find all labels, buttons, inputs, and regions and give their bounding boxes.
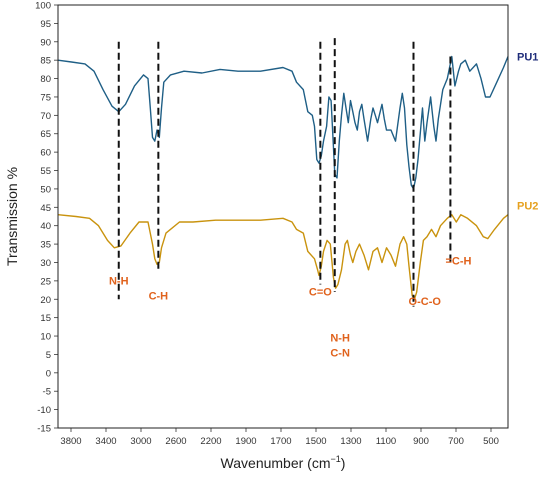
annotation-group: N-H C-H C=O N-H C-N O-C-O =C-H — [109, 38, 472, 360]
y-axis-label: Transmission % — [4, 167, 20, 266]
y-tick-label: 15 — [40, 313, 51, 324]
y-tick-label: 35 — [40, 240, 51, 251]
y-tick-label: 30 — [40, 258, 51, 269]
band-annotation: O-C-O — [409, 296, 442, 308]
series-label-pu2: PU2 — [517, 200, 538, 212]
y-tick-label: 95 — [40, 19, 51, 30]
x-tick-label: 2200 — [200, 436, 221, 447]
y-tick-label: 55 — [40, 166, 51, 177]
series-line-pu1 — [57, 55, 509, 190]
y-tick-label: 60 — [40, 148, 51, 159]
band-annotation: C-N — [330, 348, 350, 360]
x-axis-label-main: Wavenumber (cm — [221, 455, 331, 471]
y-tick-label: 0 — [46, 368, 51, 379]
y-tick-label: 40 — [40, 221, 51, 232]
band-annotation: =C-H — [446, 255, 472, 267]
x-tick-label: 700 — [448, 436, 464, 447]
x-tick-label: 3000 — [130, 436, 151, 447]
x-axis-ticks: 3800 3400 3000 2600 2200 1900 1700 1500 1300 1100… — [60, 428, 499, 447]
y-tick-label: 25 — [40, 276, 51, 287]
y-tick-label: 45 — [40, 203, 51, 214]
y-tick-label: 85 — [40, 56, 51, 67]
x-tick-label: 500 — [483, 436, 499, 447]
band-annotation: N-H — [330, 333, 350, 345]
x-tick-label: 3400 — [95, 436, 116, 447]
plot-frame — [57, 4, 509, 429]
y-tick-label: 50 — [40, 184, 51, 195]
y-tick-label: -10 — [37, 405, 51, 416]
y-tick-label: 80 — [40, 74, 51, 85]
x-tick-label: 900 — [413, 436, 429, 447]
band-annotation: C-H — [149, 290, 169, 302]
series-label-pu1: PU1 — [517, 51, 538, 63]
x-tick-label: 1500 — [305, 436, 326, 447]
y-tick-label: 90 — [40, 37, 51, 48]
x-tick-label: 3800 — [60, 436, 81, 447]
x-tick-label: 1700 — [270, 436, 291, 447]
y-tick-label: -15 — [37, 424, 51, 435]
y-tick-label: 65 — [40, 129, 51, 140]
x-axis-label-unit-exponent: −1 — [331, 454, 341, 464]
y-tick-label: -5 — [43, 387, 51, 398]
y-tick-label: 20 — [40, 295, 51, 306]
y-tick-label: 5 — [46, 350, 51, 361]
x-tick-label: 1300 — [340, 436, 361, 447]
y-tick-label: 10 — [40, 332, 51, 343]
x-tick-label: 1100 — [376, 436, 396, 447]
band-annotation: C=O — [309, 287, 332, 299]
x-axis-label: Wavenumber (cm−1) — [221, 454, 346, 471]
x-axis-label-close: ) — [341, 455, 346, 471]
y-axis-ticks: 1009590858075706560555045403530252015105… — [35, 1, 58, 435]
y-tick-label: 75 — [40, 92, 51, 103]
x-tick-label: 2600 — [165, 436, 186, 447]
y-tick-label: 70 — [40, 111, 51, 122]
band-annotation: N-H — [109, 276, 129, 288]
x-tick-label: 1900 — [235, 436, 256, 447]
y-tick-label: 100 — [35, 1, 51, 12]
